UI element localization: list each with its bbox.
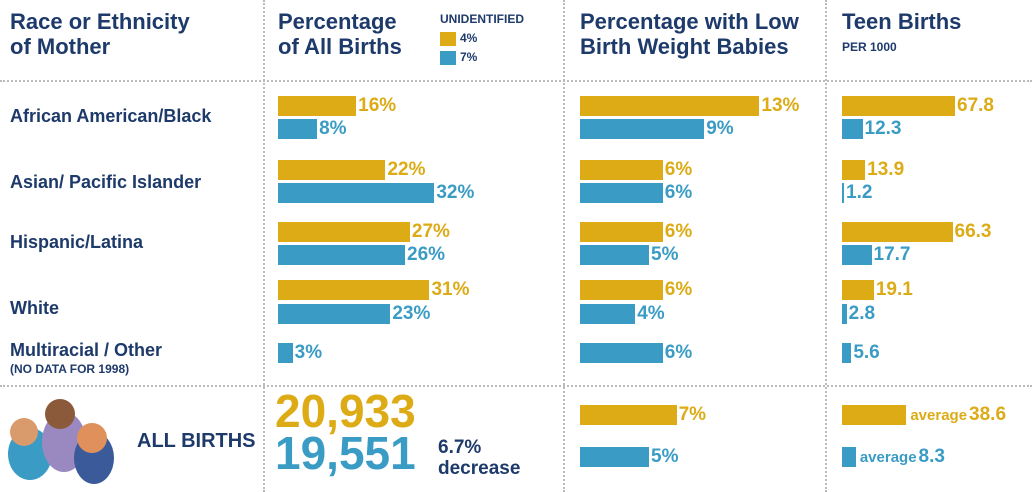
value-prefix: average (910, 407, 968, 424)
row-label: African American/Black (10, 106, 212, 126)
babies-icon (8, 399, 114, 484)
bar (842, 405, 907, 425)
bar (580, 280, 663, 300)
value-label: 7% (678, 404, 707, 425)
value-label: 26% (407, 244, 446, 265)
legend-title: UNIDENTIFIED (440, 12, 524, 26)
separator (0, 385, 1032, 387)
bar (580, 222, 663, 242)
legend-label: 4% (460, 31, 478, 45)
value-label: 6% (664, 221, 693, 242)
row-label: White (10, 298, 59, 318)
column-title: Race or Ethnicity (10, 9, 190, 34)
value-label: 19.1 (875, 279, 913, 300)
bar (580, 304, 636, 324)
bar (278, 119, 318, 139)
column-title: of All Births (278, 34, 402, 59)
value-label: 6% (664, 182, 693, 203)
row-note: (NO DATA FOR 1998) (10, 362, 130, 376)
value-label: 6% (664, 279, 693, 300)
value-label: 6% (664, 342, 693, 363)
column-title: Percentage with Low (580, 9, 799, 34)
value-label: 67.8 (957, 95, 994, 116)
legend-label: 7% (460, 50, 478, 64)
value-label: 27% (411, 221, 450, 242)
separator (0, 80, 1032, 82)
value-label: 16% (358, 95, 397, 116)
value-label: 9% (706, 118, 734, 139)
bar (580, 447, 649, 467)
bar (278, 160, 386, 180)
bar (580, 183, 663, 203)
legend-swatch (440, 32, 456, 46)
bar (580, 96, 760, 116)
legend-swatch (440, 51, 456, 65)
bar (842, 447, 856, 467)
value-label: 8% (319, 118, 347, 139)
value-label: 22% (387, 159, 426, 180)
value-label: 13.9 (867, 159, 905, 180)
value-prefix: average (859, 449, 917, 466)
bar (842, 96, 955, 116)
row-label: Multiracial / Other (10, 340, 163, 360)
value-label: 3% (294, 342, 323, 363)
bar (580, 405, 677, 425)
bar (580, 160, 663, 180)
bar (278, 245, 406, 265)
bar (278, 343, 293, 363)
total-births: 19,551 (275, 427, 416, 479)
separator (825, 0, 827, 492)
bar (580, 245, 649, 265)
bar (842, 245, 872, 265)
bar (842, 183, 844, 203)
bar (842, 343, 852, 363)
column-title: Percentage (278, 9, 397, 34)
column-subtitle: PER 1000 (842, 40, 897, 54)
value-label: 5% (651, 244, 679, 265)
value-label: 4% (637, 303, 665, 324)
total-births: 20,933 (275, 385, 416, 437)
bar (580, 119, 705, 139)
value-label: 38.6 (969, 404, 1007, 425)
row-label: ALL BIRTHS (137, 430, 256, 452)
value-label: 12.3 (864, 118, 902, 139)
bar (842, 160, 866, 180)
bar (842, 304, 847, 324)
separator (263, 0, 265, 492)
change-label: decrease (438, 458, 521, 479)
bar (278, 222, 410, 242)
row-label: Hispanic/Latina (10, 232, 144, 252)
value-label: 5.6 (853, 342, 880, 363)
bar (842, 119, 863, 139)
value-label: 6% (664, 159, 693, 180)
value-label: 32% (436, 182, 475, 203)
row-label: Asian/ Pacific Islander (10, 172, 202, 192)
separator (563, 0, 565, 492)
value-label: 17.7 (873, 244, 911, 265)
value-label: 66.3 (954, 221, 992, 242)
value-label: 5% (651, 446, 679, 467)
bar (580, 343, 663, 363)
column-title: Birth Weight Babies (580, 34, 789, 59)
value-label: 2.8 (848, 303, 876, 324)
bar (278, 304, 391, 324)
bar (842, 280, 874, 300)
bar (278, 183, 435, 203)
bar (278, 96, 357, 116)
column-title: Teen Births (842, 9, 962, 34)
value-label: 8.3 (918, 446, 945, 467)
value-label: 1.2 (846, 182, 873, 203)
bar (842, 222, 953, 242)
change-value: 6.7% (438, 437, 482, 458)
value-label: 23% (392, 303, 431, 324)
column-title: of Mother (10, 34, 111, 59)
value-label: 31% (431, 279, 470, 300)
bar (278, 280, 430, 300)
value-label: 13% (761, 95, 800, 116)
